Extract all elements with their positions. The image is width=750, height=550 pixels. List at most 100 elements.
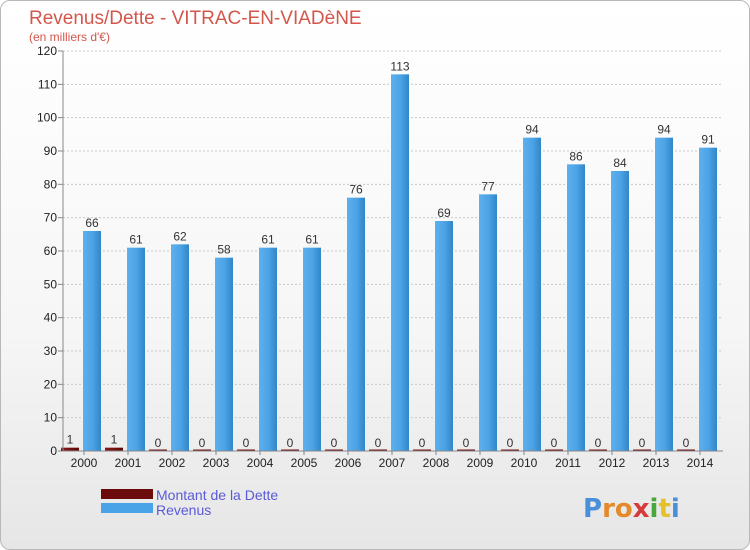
- bar-dette-2012: [589, 449, 607, 451]
- label-dette-2013: 0: [639, 436, 646, 450]
- x-tick-label-2013: 2013: [643, 456, 670, 470]
- x-tick-label-2004: 2004: [247, 456, 274, 470]
- label-revenus-2002: 62: [173, 229, 187, 243]
- proxiti-logo-text: Proxiti: [583, 494, 680, 524]
- bar-dette-2006: [325, 449, 343, 451]
- label-revenus-2007: 113: [390, 59, 409, 73]
- x-tick-label-2011: 2011: [555, 456, 581, 470]
- label-revenus-2000: 66: [85, 216, 99, 230]
- bar-dette-2005: [281, 449, 299, 451]
- legend-swatch-dette: [101, 489, 153, 499]
- y-tick-label: 10: [44, 411, 58, 425]
- label-dette-2014: 0: [683, 436, 690, 450]
- label-dette-2009: 0: [463, 436, 470, 450]
- x-tick-label-2003: 2003: [203, 456, 230, 470]
- label-dette-2008: 0: [419, 436, 426, 450]
- bar-revenus-2000: [83, 231, 101, 451]
- y-tick-label: 30: [44, 344, 58, 358]
- x-tick-label-2006: 2006: [335, 456, 362, 470]
- label-dette-2011: 0: [551, 436, 558, 450]
- bar-revenus-2002: [171, 244, 189, 451]
- bar-revenus-2010: [523, 137, 541, 451]
- label-revenus-2001: 61: [129, 233, 143, 247]
- logo-letter: P: [583, 494, 602, 524]
- logo-letter: i: [650, 494, 659, 524]
- label-revenus-2006: 76: [349, 183, 363, 197]
- y-tick-label: 0: [50, 444, 57, 458]
- bar-dette-2008: [413, 449, 431, 451]
- label-dette-2000: 1: [67, 433, 74, 447]
- chart-title: Revenus/Dette - VITRAC-EN-VIADèNE: [29, 8, 362, 29]
- x-tick-label-2001: 2001: [115, 456, 142, 470]
- logo-letter: i: [671, 494, 680, 524]
- label-revenus-2003: 58: [217, 243, 231, 257]
- bar-dette-2003: [193, 449, 211, 451]
- proxiti-logo: Proxiti: [583, 494, 680, 524]
- bar-dette-2013: [633, 449, 651, 451]
- bar-revenus-2012: [611, 171, 629, 451]
- logo-letter: r: [602, 494, 615, 524]
- y-tick-label: 100: [37, 111, 57, 125]
- logo-letter: t: [658, 494, 670, 524]
- label-dette-2007: 0: [375, 436, 382, 450]
- chart-subtitle: (en milliers d'€): [29, 30, 110, 44]
- bars: [61, 74, 717, 452]
- x-tick-label-2014: 2014: [687, 456, 714, 470]
- y-tick-label: 20: [44, 377, 58, 391]
- bar-revenus-2004: [259, 247, 277, 451]
- label-revenus-2005: 61: [305, 233, 319, 247]
- x-tick-label-2000: 2000: [71, 456, 98, 470]
- y-tick-label: 120: [37, 44, 57, 58]
- bar-revenus-2005: [303, 247, 321, 451]
- label-dette-2006: 0: [331, 436, 338, 450]
- label-revenus-2010: 94: [525, 123, 539, 137]
- label-dette-2004: 0: [243, 436, 250, 450]
- bar-revenus-2007: [391, 74, 409, 451]
- legend-label-revenus: Revenus: [156, 502, 211, 518]
- x-tick-label-2008: 2008: [423, 456, 450, 470]
- bar-revenus-2008: [435, 221, 453, 451]
- label-revenus-2012: 84: [613, 156, 627, 170]
- bar-dette-2010: [501, 449, 519, 451]
- label-revenus-2013: 94: [657, 123, 671, 137]
- bar-dette-2004: [237, 449, 255, 451]
- y-tick-label: 50: [44, 277, 58, 291]
- label-revenus-2011: 86: [569, 149, 583, 163]
- logo-letter: x: [633, 494, 650, 524]
- x-axis-ticks: 2000 2001 2002 2003 2004 2005 2006 2007 2008 2009…: [71, 451, 714, 470]
- x-tick-label-2010: 2010: [511, 456, 538, 470]
- y-tick-label: 90: [44, 144, 58, 158]
- x-tick-label-2009: 2009: [467, 456, 494, 470]
- bar-dette-2009: [457, 449, 475, 451]
- y-tick-label: 70: [44, 211, 58, 225]
- label-dette-2002: 0: [155, 436, 162, 450]
- label-dette-2003: 0: [199, 436, 206, 450]
- label-revenus-2014: 91: [701, 133, 715, 147]
- bar-revenus-2003: [215, 257, 233, 451]
- bar-revenus-2011: [567, 164, 585, 452]
- logo-letter: o: [615, 494, 633, 524]
- bar-dette-2001: [105, 447, 123, 451]
- label-dette-2001: 1: [111, 433, 118, 447]
- y-tick-label: 40: [44, 311, 58, 325]
- legend-label-dette: Montant de la Dette: [156, 487, 278, 503]
- data-labels: 1 66 1 61 0 62 0 58 0 61 0 61 0 76 0 113 0 69 0 77 0 94 0 86 0 84…: [67, 59, 715, 450]
- label-revenus-2009: 77: [481, 179, 495, 193]
- bar-dette-2000: [61, 447, 79, 451]
- x-tick-label-2007: 2007: [379, 456, 406, 470]
- label-dette-2012: 0: [595, 436, 602, 450]
- bar-dette-2011: [545, 449, 563, 451]
- bar-revenus-2009: [479, 194, 497, 452]
- label-revenus-2008: 69: [437, 206, 451, 220]
- y-tick-label: 110: [38, 77, 57, 91]
- label-dette-2010: 0: [507, 436, 514, 450]
- y-tick-label: 80: [44, 177, 58, 191]
- x-tick-label-2005: 2005: [291, 456, 318, 470]
- label-dette-2005: 0: [287, 436, 294, 450]
- legend: Montant de la Dette Revenus: [101, 487, 278, 518]
- label-revenus-2004: 61: [261, 233, 275, 247]
- bar-revenus-2013: [655, 137, 673, 451]
- bar-dette-2007: [369, 449, 387, 451]
